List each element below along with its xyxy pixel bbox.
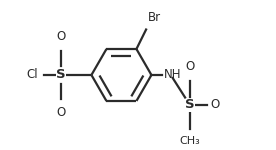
- Text: O: O: [57, 30, 66, 44]
- Text: CH₃: CH₃: [180, 136, 200, 147]
- Text: O: O: [211, 99, 220, 111]
- Text: Br: Br: [147, 11, 161, 24]
- Text: Cl: Cl: [26, 69, 38, 81]
- Text: O: O: [185, 60, 195, 74]
- Text: S: S: [56, 69, 66, 81]
- Text: NH: NH: [164, 69, 181, 81]
- Text: O: O: [57, 106, 66, 120]
- Text: S: S: [185, 99, 195, 111]
